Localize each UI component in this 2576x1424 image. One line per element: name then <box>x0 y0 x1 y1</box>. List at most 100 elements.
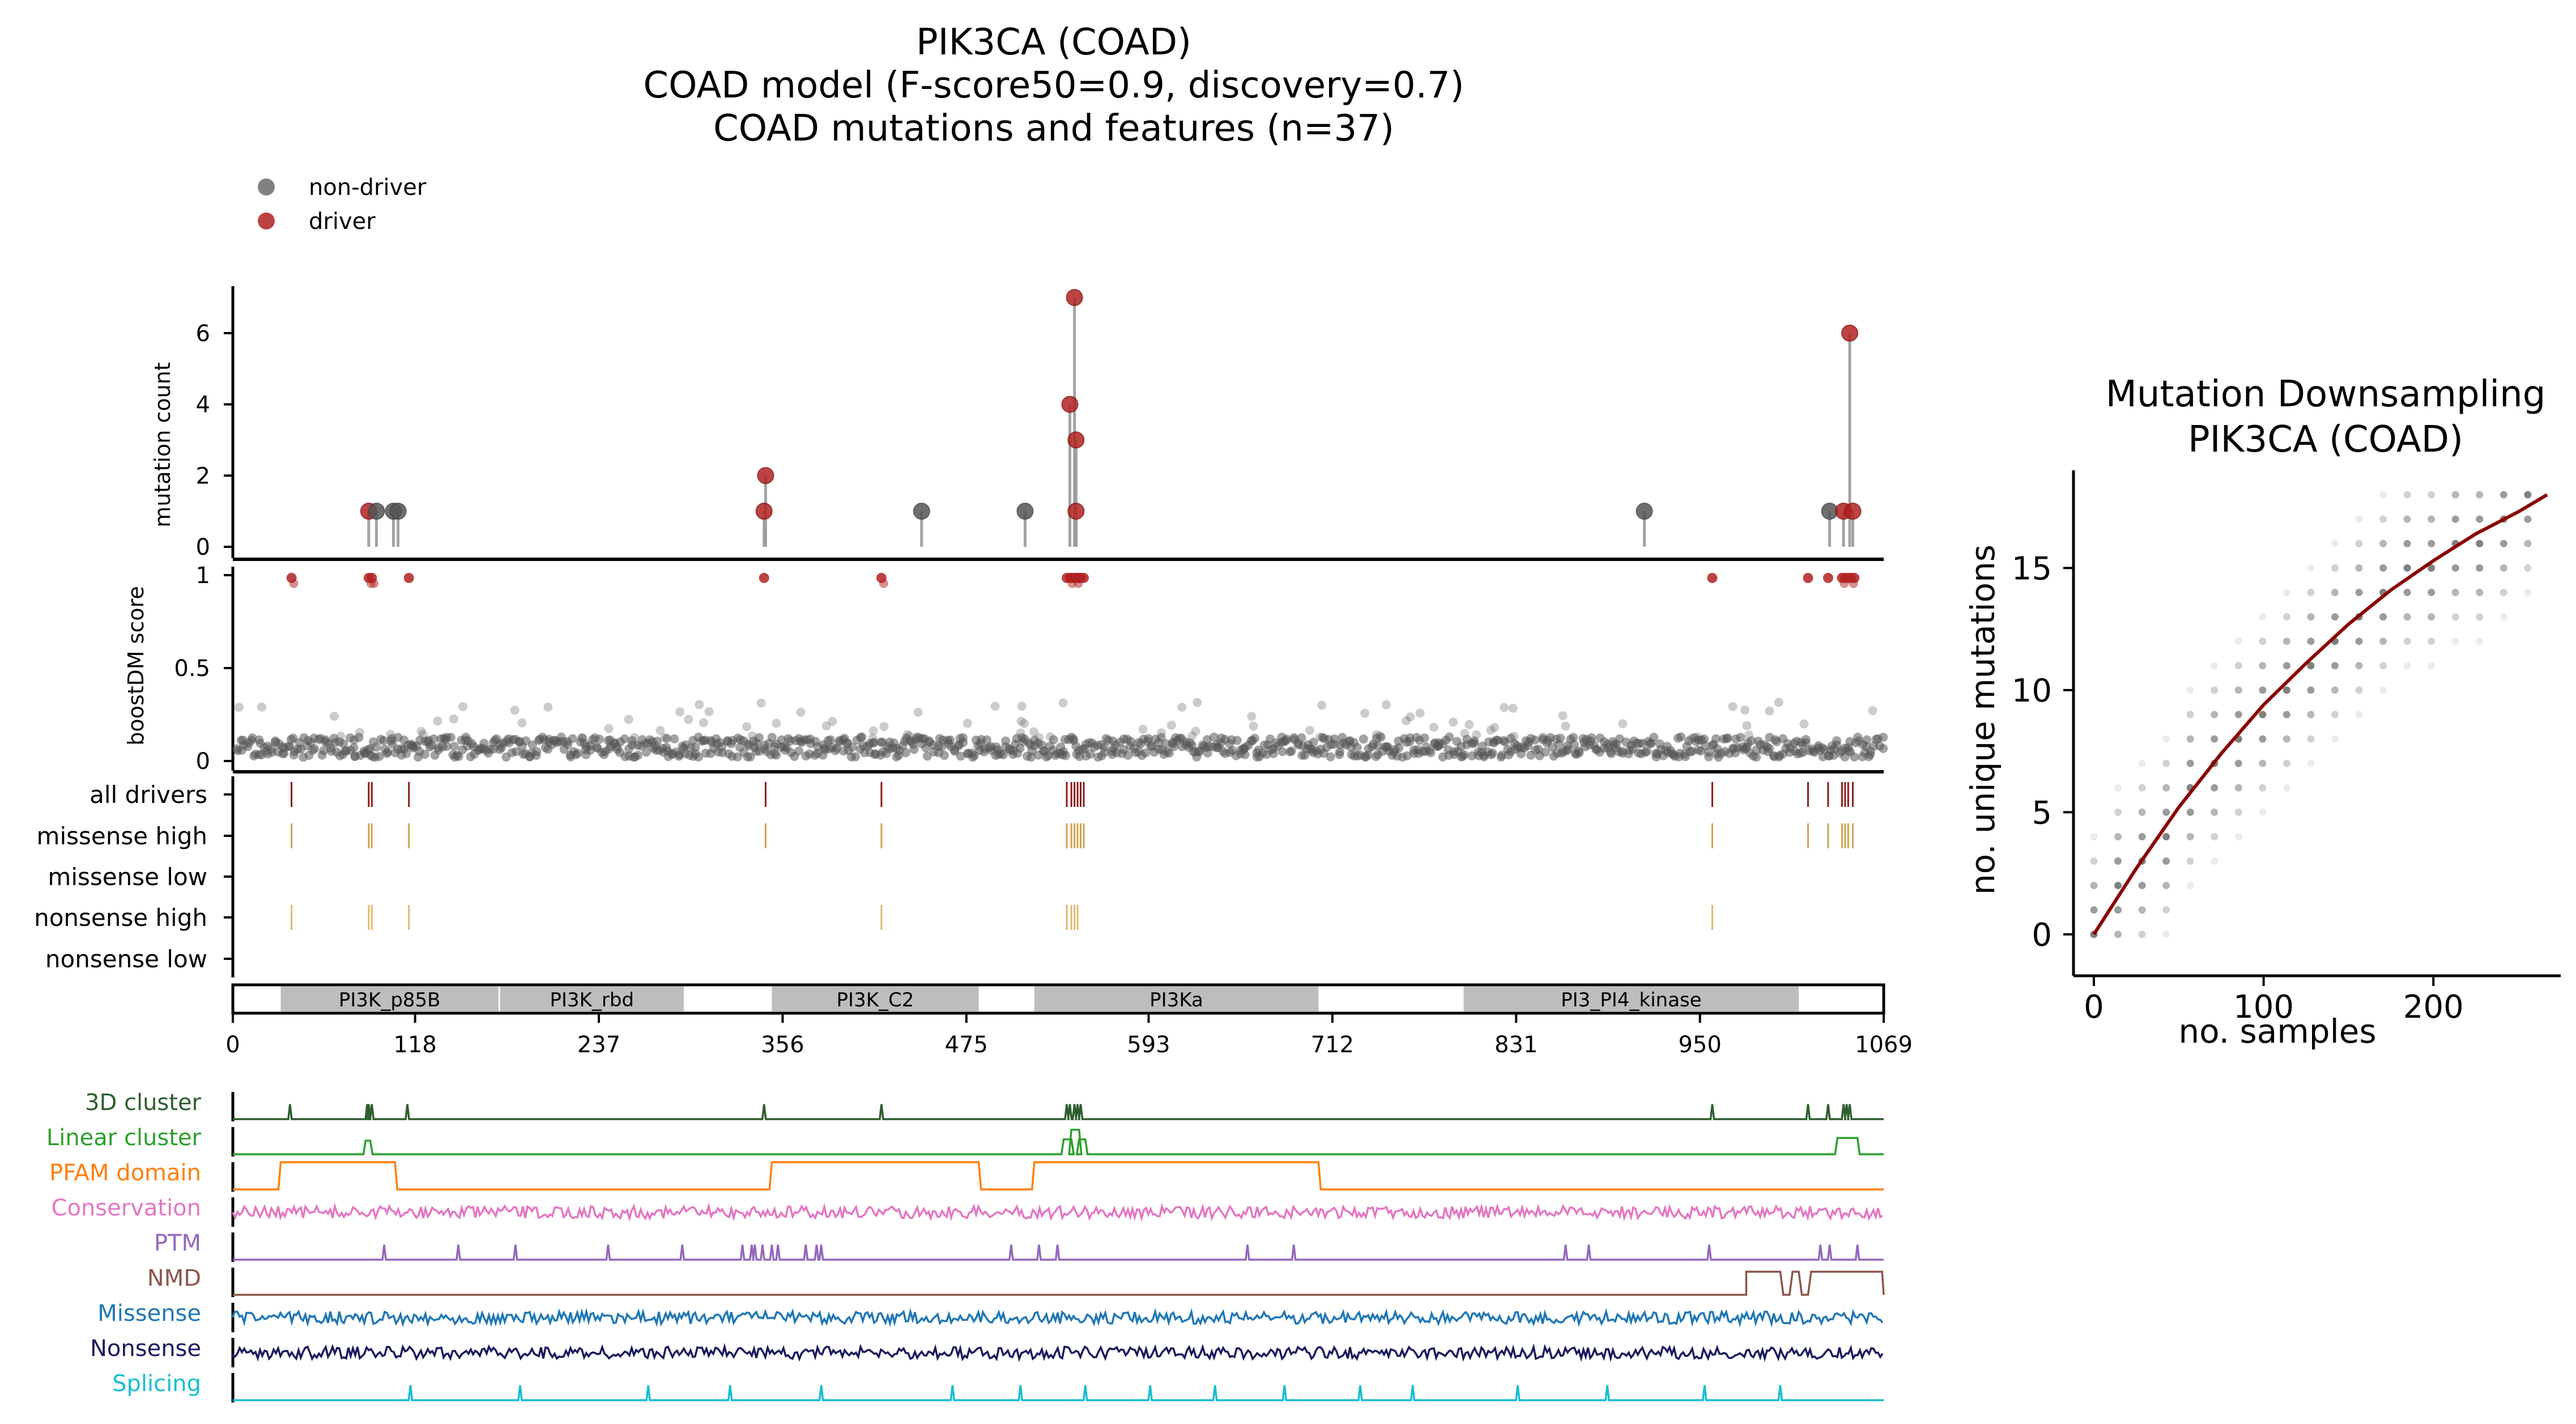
nondriver-score-point <box>901 748 911 758</box>
position-tick-label: 950 <box>1678 1032 1721 1058</box>
domain-box <box>772 987 979 1011</box>
position-tick-label: 593 <box>1127 1032 1170 1058</box>
downsampling-point <box>2307 589 2315 596</box>
nondriver-score-point <box>624 715 633 724</box>
downsampling-point <box>2451 613 2459 621</box>
downsampling-point <box>2234 833 2242 840</box>
downsampling-ytick-label: 0 <box>2032 917 2052 954</box>
driver-lollipop-head <box>1067 431 1085 449</box>
downsampling-point <box>2500 539 2507 547</box>
downsampling-point <box>2162 906 2170 914</box>
feature-track-label: Nonsense <box>90 1336 201 1362</box>
downsampling-point <box>2211 686 2219 694</box>
nondriver-score-point <box>772 719 781 728</box>
feature-track-line <box>232 1342 1884 1362</box>
downsampling-point <box>2379 515 2387 523</box>
nondriver-score-point <box>1426 748 1436 758</box>
downsampling-point <box>2355 662 2363 670</box>
nondriver-score-point <box>851 752 861 762</box>
nondriver-score-point <box>655 726 665 736</box>
downsampling-point <box>2259 759 2267 767</box>
nondriver-score-point <box>691 742 700 752</box>
nondriver-score-point <box>922 751 932 761</box>
downsampling-ytick-label: 15 <box>2012 550 2052 587</box>
nondriver-score-point <box>1360 708 1369 718</box>
nondriver-score-point <box>1704 752 1714 762</box>
downsampling-point <box>2476 589 2484 596</box>
boostdm-plot: boostDM score 0 0.5 1 <box>124 563 1888 775</box>
downsampling-point <box>2162 882 2170 890</box>
nondriver-score-point <box>1747 736 1756 746</box>
nondriver-score-point <box>1164 749 1174 758</box>
nondriver-score-point <box>747 731 757 741</box>
downsampling-point <box>2476 539 2484 547</box>
position-tick-label: 356 <box>761 1032 804 1058</box>
nondriver-score-point <box>1618 719 1628 729</box>
nondriver-score-point <box>454 751 463 761</box>
downsampling-point <box>2138 906 2146 914</box>
downsampling-point <box>2162 808 2170 816</box>
nondriver-score-point <box>336 732 346 741</box>
driver-score-point <box>1849 572 1860 583</box>
nondriver-score-point <box>746 752 755 762</box>
nondriver-score-point <box>1381 700 1391 709</box>
downsampling-point <box>2090 882 2098 890</box>
downsampling-point <box>2114 906 2122 914</box>
feature-track-label: Splicing <box>112 1371 201 1397</box>
feature-track-label: NMD <box>147 1265 201 1291</box>
nondriver-score-point <box>1019 719 1029 728</box>
nondriver-score-point <box>1448 717 1458 727</box>
feature-track-label: PTM <box>154 1230 201 1256</box>
nondriver-score-point <box>999 750 1008 759</box>
domain-label: PI3K_p85B <box>339 989 441 1011</box>
downsampling-point <box>2307 637 2315 645</box>
nondriver-score-point <box>1879 733 1888 742</box>
nondriver-score-point <box>1394 743 1404 753</box>
nondriver-score-point <box>821 721 831 731</box>
downsampling-point <box>2428 637 2436 645</box>
nondriver-score-point <box>374 751 384 761</box>
downsampling-point <box>2234 759 2242 767</box>
nondriver-score-point <box>937 742 947 752</box>
downsampling-point <box>2307 613 2315 621</box>
downsampling-point <box>2186 735 2194 743</box>
nondriver-score-point <box>1017 702 1027 711</box>
nondriver-score-point <box>695 700 704 709</box>
nondriver-score-point <box>1799 719 1809 729</box>
nondriver-score-point <box>234 703 244 712</box>
nondriver-score-point <box>1415 708 1425 718</box>
nondriver-score-point <box>868 733 878 743</box>
nondriver-lollipop-head <box>913 503 930 520</box>
nondriver-score-point <box>1402 751 1412 760</box>
nondriver-score-point <box>1156 733 1166 742</box>
downsampling-ytick-label: 5 <box>2032 794 2052 831</box>
downsampling-point <box>2283 686 2290 694</box>
downsampling-point <box>2138 784 2146 792</box>
nondriver-score-point <box>1326 752 1335 762</box>
title-line-2: COAD model (F-score50=0.9, discovery=0.7… <box>643 65 1464 107</box>
driver-lollipop-head <box>1844 503 1862 520</box>
position-tick-label: 712 <box>1311 1032 1354 1058</box>
nondriver-score-point <box>868 726 878 736</box>
nondriver-score-point <box>868 738 878 748</box>
feature-tracks: 3D cluster Linear cluster PFAM domain Conse… <box>46 1090 1885 1402</box>
nondriver-score-point <box>1034 733 1044 742</box>
nondriver-score-point <box>1728 702 1738 711</box>
nondriver-score-point <box>383 747 393 757</box>
downsampling-point <box>2451 589 2459 596</box>
nondriver-score-point <box>755 733 764 742</box>
nondriver-score-point <box>1711 734 1721 743</box>
legend-label-non-driver: non-driver <box>309 175 427 201</box>
nondriver-score-point <box>1359 734 1368 744</box>
downsampling-point <box>2162 759 2170 767</box>
downsampling-point <box>2114 833 2122 840</box>
title-line-3: COAD mutations and features (n=37) <box>713 108 1394 150</box>
nondriver-score-point <box>1509 732 1519 741</box>
driver-score-point <box>1078 572 1089 583</box>
nondriver-score-point <box>1765 706 1774 716</box>
downsampling-point <box>2355 589 2363 596</box>
driver-score-point <box>1803 572 1813 583</box>
nondriver-score-point <box>1486 725 1496 735</box>
nondriver-score-point <box>1247 712 1257 721</box>
